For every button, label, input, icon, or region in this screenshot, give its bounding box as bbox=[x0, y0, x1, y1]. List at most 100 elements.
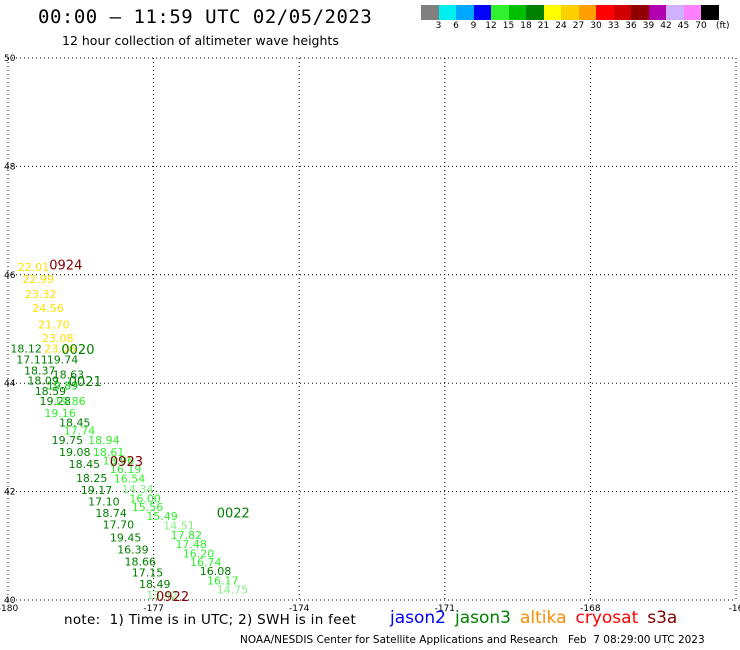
longitude-label: -168 bbox=[580, 604, 601, 614]
color-legend-labels: 3 6 9 12 15 18 21 24 27 30 33 36 39 42 45 70 bbox=[421, 21, 740, 35]
legend-swatch bbox=[578, 5, 596, 20]
satellite-legend: jason2 jason3 altika cryosat s3a bbox=[390, 608, 686, 628]
wave-height-value: 14.34 bbox=[122, 483, 154, 496]
latitude-labels: 50 48 46 44 42 40 bbox=[4, 54, 16, 606]
satellite-pass-labels: 0924 0020 0021 0923 0022 0922 bbox=[49, 258, 250, 605]
legend-swatch bbox=[701, 5, 719, 20]
legend-swatch bbox=[473, 5, 491, 20]
wave-height-value: 16.20 bbox=[183, 548, 215, 561]
longitude-label: -180 bbox=[0, 604, 18, 614]
legend-label: 39 bbox=[642, 21, 655, 31]
wave-height-value: 16.74 bbox=[190, 556, 222, 569]
wave-height-value: 23.08 bbox=[42, 332, 73, 345]
wave-height-value: 17.10 bbox=[88, 496, 120, 509]
legend-label: 33 bbox=[607, 21, 620, 31]
wave-height-value: 18.66 bbox=[124, 555, 156, 568]
legend-label: 42 bbox=[660, 21, 672, 31]
pass-time-label: 0022 bbox=[217, 507, 250, 522]
legend-swatch bbox=[648, 5, 666, 20]
legend-label: 36 bbox=[625, 21, 637, 31]
latitude-label: 50 bbox=[4, 54, 16, 64]
wave-height-value: 18.94 bbox=[88, 434, 120, 447]
wave-height-value: 19.74 bbox=[47, 354, 79, 367]
wave-height-value: 18.09 bbox=[27, 374, 59, 387]
legend-label: 18 bbox=[520, 21, 532, 31]
wave-height-value: 19.86 bbox=[54, 395, 86, 408]
wave-height-value: 16.39 bbox=[117, 543, 149, 556]
legend-label: 6 bbox=[453, 21, 459, 31]
longitude-label: -16 bbox=[729, 604, 740, 614]
legend-swatch bbox=[421, 5, 439, 20]
longitude-label: -171 bbox=[435, 604, 455, 614]
legend-label: 21 bbox=[537, 21, 550, 31]
wave-height-value: 18.96 bbox=[103, 455, 135, 468]
wave-height-value: 18.25 bbox=[76, 472, 108, 485]
legend-swatch bbox=[613, 5, 631, 20]
wave-height-value: 23.06 bbox=[44, 342, 76, 355]
wave-height-value: 18.37 bbox=[24, 365, 55, 378]
wave-height-value: 17.82 bbox=[171, 529, 203, 542]
wave-height-value: 19.28 bbox=[40, 395, 71, 408]
pass-time-label: 0923 bbox=[110, 455, 143, 470]
wave-height-value: 23.32 bbox=[25, 288, 56, 301]
wave-height-value: 18.45 bbox=[59, 417, 91, 430]
legend-label: 27 bbox=[572, 21, 585, 31]
longitude-labels: -180 -177 -174 -171 -168 -16 bbox=[0, 604, 740, 614]
pass-time-label: 0021 bbox=[69, 375, 102, 390]
wave-height-value: 18.59 bbox=[35, 385, 66, 398]
map-grid bbox=[7, 57, 737, 601]
legend-label: 45 bbox=[677, 21, 690, 31]
legend-swatch bbox=[596, 5, 614, 20]
color-legend bbox=[421, 5, 719, 20]
wave-height-value: 16.17 bbox=[207, 574, 239, 587]
wave-height-value: 15.56 bbox=[132, 501, 164, 514]
wave-height-value: 19.08 bbox=[59, 446, 91, 459]
legend-unit: (ft) bbox=[716, 21, 730, 31]
latitude-label: 46 bbox=[4, 271, 16, 281]
wave-height-value: 16.19 bbox=[110, 463, 142, 476]
satellite-legend-entry: s3a bbox=[647, 608, 678, 628]
latitude-label: 48 bbox=[4, 162, 16, 172]
legend-swatch bbox=[491, 5, 509, 20]
wave-height-value: 18.49 bbox=[139, 578, 171, 591]
wave-height-value: 13.42 bbox=[146, 589, 178, 602]
wave-height-value: 14.51 bbox=[163, 520, 195, 533]
page-subtitle: 12 hour collection of altimeter wave hei… bbox=[62, 33, 339, 48]
legend-label: 12 bbox=[485, 21, 497, 31]
legend-swatch bbox=[561, 5, 579, 20]
wave-height-value: 19.89 bbox=[47, 380, 79, 393]
legend-swatch bbox=[666, 5, 684, 20]
wave-height-value: 19.16 bbox=[44, 407, 76, 420]
latitude-label: 44 bbox=[4, 379, 16, 389]
wave-height-value: 17.70 bbox=[103, 518, 135, 531]
wave-height-value: 22.99 bbox=[23, 273, 54, 286]
latitude-label: 40 bbox=[4, 596, 16, 606]
wave-height-value: 17.11 bbox=[16, 354, 47, 367]
wave-height-value: 18.74 bbox=[95, 507, 127, 520]
legend-swatch bbox=[456, 5, 474, 20]
pass-time-label: 0924 bbox=[49, 258, 82, 273]
legend-swatch bbox=[543, 5, 561, 20]
legend-swatch bbox=[683, 5, 701, 20]
wave-height-value: 16.00 bbox=[129, 492, 161, 505]
wave-height-value: 18.12 bbox=[10, 342, 42, 355]
wave-height-value: 17.15 bbox=[132, 567, 164, 580]
wave-height-value: 18.45 bbox=[69, 458, 101, 471]
wave-height-value: 16.08 bbox=[200, 565, 232, 578]
wave-height-value: 24.56 bbox=[32, 302, 64, 315]
legend-swatch bbox=[438, 5, 456, 20]
note-text: note: 1) Time is in UTC; 2) SWH is in fe… bbox=[64, 612, 357, 628]
wave-height-value: 16.54 bbox=[114, 472, 146, 485]
wave-height-value: 19.75 bbox=[52, 434, 84, 447]
wave-height-value: 17.74 bbox=[64, 425, 96, 438]
wave-height-value: 18.61 bbox=[93, 446, 125, 459]
wave-height-value: 14.75 bbox=[217, 583, 249, 596]
legend-label: 9 bbox=[470, 21, 477, 31]
satellite-legend-entry: jason3 bbox=[455, 608, 511, 628]
longitude-label: -177 bbox=[143, 604, 163, 614]
legend-label: 15 bbox=[502, 21, 515, 31]
legend-swatch bbox=[508, 5, 526, 20]
pass-time-label: 0020 bbox=[61, 343, 94, 358]
wave-height-value: 21.70 bbox=[38, 318, 70, 331]
